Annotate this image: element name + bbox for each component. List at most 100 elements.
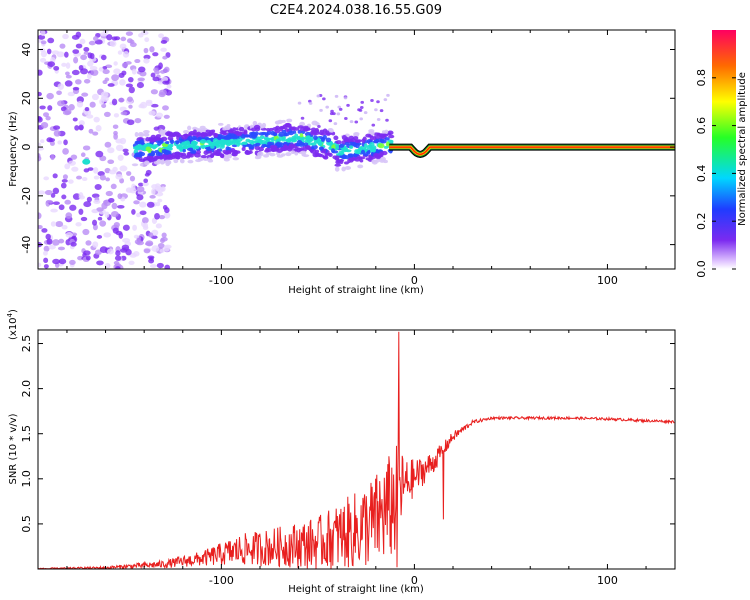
noise-dot [107, 83, 115, 87]
noise-dot [119, 177, 125, 184]
noise-dot [138, 33, 144, 38]
noise-dot [40, 139, 45, 144]
scatter-dot [361, 138, 366, 144]
colorbar-tick-label: 0.4 [695, 165, 708, 183]
scatter-dot [158, 155, 164, 160]
scatter-dot [380, 139, 387, 144]
snr-y-tick-label: 2.5 [20, 335, 33, 353]
scatter-dot [143, 132, 149, 137]
scatter-dot [384, 129, 389, 135]
noise-dot [58, 238, 65, 244]
scatter-dot [338, 144, 345, 148]
noise-dot [115, 138, 123, 144]
scatter-dot [224, 125, 230, 131]
snr-x-tick-label: 100 [597, 574, 618, 587]
scatter-outlier-dot [359, 106, 364, 110]
scatter-dot [134, 152, 140, 158]
scatter-outlier-dot [371, 123, 376, 127]
colorbar-tick-label: 0.6 [695, 117, 708, 135]
noise-dot [150, 103, 159, 108]
noise-dot [96, 207, 104, 212]
noise-dot [103, 111, 111, 117]
noise-dot [114, 255, 122, 261]
noise-dot [72, 117, 78, 122]
scatter-dot [318, 141, 323, 147]
scatter-dot [225, 146, 230, 151]
noise-dot [125, 83, 133, 88]
scatter-dot [182, 148, 186, 153]
noise-dot [38, 225, 43, 230]
scatter-dot [366, 144, 373, 150]
noise-dot [74, 125, 80, 131]
scatter-dot [199, 138, 207, 144]
noise-dot [92, 131, 99, 136]
scatter-dot [269, 152, 276, 157]
noise-dot [52, 201, 60, 206]
snr-x-label: Height of straight line (km) [288, 584, 424, 595]
scatter-dot [193, 129, 197, 134]
scatter-dot [254, 131, 259, 136]
scatter-dot [165, 141, 170, 145]
noise-dot [88, 40, 96, 46]
scatter-dot [305, 146, 312, 150]
noise-dot [120, 36, 127, 42]
scatter-dot [139, 133, 145, 137]
noise-dot [61, 194, 67, 200]
noise-dot [104, 77, 110, 82]
noise-dot [38, 212, 42, 220]
noise-dot [75, 43, 83, 49]
scatter-dot [265, 148, 273, 153]
scatter-dot [335, 140, 342, 145]
noise-dot [43, 264, 49, 269]
noise-dot [94, 183, 102, 191]
noise-dot [138, 182, 144, 187]
scatter-dot [245, 138, 251, 143]
scatter-dot [151, 137, 157, 143]
scatter-dot [272, 147, 278, 152]
noise-dot [61, 178, 68, 183]
noise-dot [143, 248, 151, 254]
scatter-dot [291, 138, 298, 143]
scatter-dot [274, 128, 281, 134]
scatter-dot [201, 144, 206, 150]
scatter-dot [266, 127, 271, 132]
noise-dot [154, 70, 160, 75]
scatter-dot [276, 148, 283, 153]
noise-dot [80, 216, 88, 222]
noise-dot [52, 173, 58, 179]
noise-dot [136, 212, 141, 218]
noise-dot [119, 165, 128, 172]
noise-dot [80, 54, 88, 61]
noise-dot [43, 250, 48, 256]
noise-dot [40, 121, 49, 129]
scatter-dot [134, 131, 139, 138]
scatter-dot [315, 153, 323, 157]
scatter-outlier-dot [360, 100, 365, 104]
scatter-dot [187, 159, 194, 164]
noise-dot [115, 250, 121, 257]
scatter-dot [182, 145, 189, 150]
scatter-outlier-dot [300, 116, 305, 120]
noise-dot [121, 244, 130, 251]
noise-dot [121, 62, 128, 68]
noise-dot [75, 79, 82, 85]
noise-dot [52, 239, 60, 246]
noise-dot [53, 125, 61, 130]
noise-dot [104, 141, 112, 148]
spectrogram-y-tick-label: 40 [20, 43, 33, 57]
scatter-outlier-dot [308, 101, 313, 105]
noise-dot [38, 116, 43, 123]
noise-dot [139, 201, 147, 208]
noise-dot [52, 187, 60, 195]
noise-dot [72, 86, 80, 91]
noise-dot [45, 233, 51, 240]
noise-dot [75, 222, 82, 227]
noise-dot [109, 40, 117, 47]
snr-y-ticks: 0.5 1.0 1.5 2.0 2.5 [20, 335, 675, 533]
noise-dot [64, 163, 71, 170]
scatter-dot [200, 155, 208, 159]
scatter-dot [349, 157, 354, 163]
noise-dot [163, 66, 170, 73]
scatter-dot [306, 135, 311, 139]
